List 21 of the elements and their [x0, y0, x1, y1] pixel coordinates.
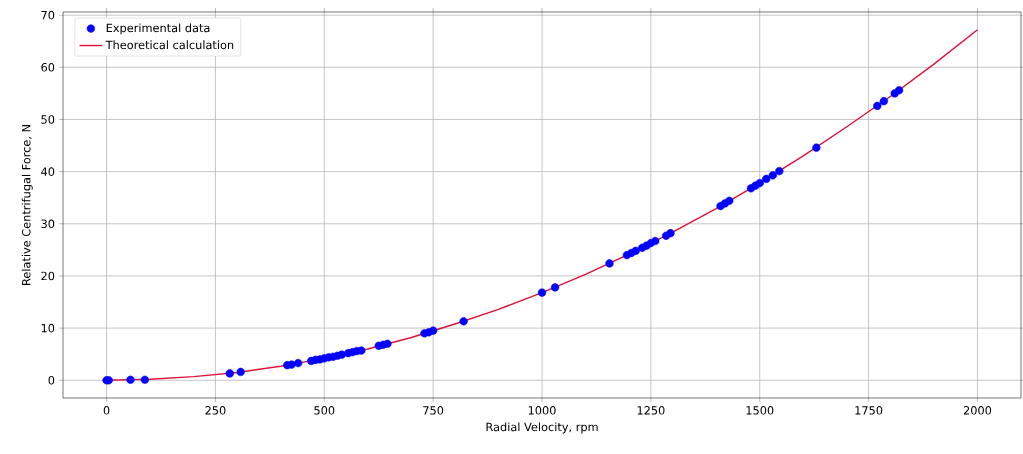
- x-tick-label: 1000: [528, 406, 556, 415]
- y-tick-label: 20: [41, 271, 55, 281]
- y-tick-label: 0: [48, 375, 55, 385]
- legend-label: Experimental data: [106, 23, 210, 35]
- y-tick-label: 30: [41, 219, 55, 229]
- legend-label: Theoretical calculation: [105, 40, 234, 50]
- y-tick-label: 40: [41, 167, 55, 176]
- y-tick-label: 70: [41, 10, 55, 20]
- x-tick-label: 1500: [746, 406, 774, 415]
- x-tick-label: 0: [103, 406, 110, 415]
- x-tick-label: 2000: [963, 406, 992, 415]
- x-tick-label: 500: [314, 406, 335, 415]
- x-tick-label: 1750: [855, 406, 883, 415]
- y-tick-label: 60: [41, 63, 55, 72]
- y-tick-label: 10: [41, 323, 55, 333]
- y-axis-title: Relative Centrifugal Force, N: [21, 125, 33, 285]
- x-tick-label: 750: [423, 406, 444, 415]
- x-axis-title: Radial Velocity, rpm: [486, 422, 598, 434]
- x-tick-label: 250: [205, 406, 226, 415]
- x-tick-label: 1250: [637, 406, 665, 415]
- y-tick-label: 50: [41, 115, 55, 124]
